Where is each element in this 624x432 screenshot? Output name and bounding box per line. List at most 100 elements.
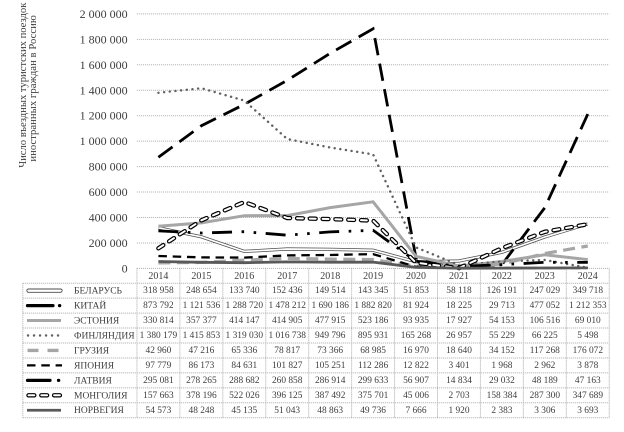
svg-text:1 212 353: 1 212 353 <box>569 301 607 311</box>
svg-text:26 957: 26 957 <box>446 331 472 341</box>
svg-text:69 010: 69 010 <box>575 316 601 326</box>
svg-text:1 121 536: 1 121 536 <box>183 301 221 311</box>
svg-text:357 377: 357 377 <box>186 316 217 326</box>
svg-text:ЯПОНИЯ: ЯПОНИЯ <box>74 361 115 371</box>
svg-text:149 514: 149 514 <box>315 286 346 296</box>
svg-text:7 666: 7 666 <box>405 406 426 416</box>
svg-text:ЭСТОНИЯ: ЭСТОНИЯ <box>74 317 120 327</box>
svg-text:1 016 738: 1 016 738 <box>268 331 306 341</box>
svg-text:МОНГОЛИЯ: МОНГОЛИЯ <box>74 391 128 401</box>
svg-text:14 834: 14 834 <box>446 376 472 386</box>
svg-text:117 268: 117 268 <box>530 346 560 356</box>
svg-text:86 173: 86 173 <box>189 361 215 371</box>
svg-text:288 682: 288 682 <box>229 376 260 386</box>
svg-text:54 153: 54 153 <box>489 316 515 326</box>
svg-text:68 985: 68 985 <box>360 346 386 356</box>
svg-text:иностранных граждан в Россию: иностранных граждан в Россию <box>28 15 39 162</box>
svg-text:2019: 2019 <box>363 271 383 282</box>
svg-text:47 216: 47 216 <box>189 346 215 356</box>
svg-text:ЛАТВИЯ: ЛАТВИЯ <box>74 376 112 386</box>
svg-text:12 822: 12 822 <box>403 361 429 371</box>
svg-text:165 268: 165 268 <box>401 331 432 341</box>
svg-text:1 400 000: 1 400 000 <box>80 83 128 97</box>
svg-text:349 718: 349 718 <box>573 286 604 296</box>
svg-text:396 125: 396 125 <box>272 391 303 401</box>
svg-text:2 383: 2 383 <box>491 406 512 416</box>
svg-text:17 927: 17 927 <box>446 316 472 326</box>
svg-text:1 882 820: 1 882 820 <box>354 301 392 311</box>
svg-text:1 200 000: 1 200 000 <box>80 109 128 123</box>
svg-text:105 251: 105 251 <box>315 361 346 371</box>
svg-text:873 792: 873 792 <box>143 301 174 311</box>
svg-text:278 265: 278 265 <box>186 376 217 386</box>
svg-text:1 800 000: 1 800 000 <box>80 32 128 46</box>
svg-text:1 415 853: 1 415 853 <box>183 331 221 341</box>
svg-text:Число въездных туристских поез: Число въездных туристских поездок <box>18 2 29 168</box>
svg-text:45 135: 45 135 <box>231 406 257 416</box>
svg-text:949 796: 949 796 <box>315 331 346 341</box>
svg-text:523 186: 523 186 <box>358 316 389 326</box>
svg-text:45 006: 45 006 <box>403 391 429 401</box>
svg-text:2016: 2016 <box>234 271 254 282</box>
svg-text:2018: 2018 <box>320 271 340 282</box>
svg-text:347 689: 347 689 <box>573 391 604 401</box>
svg-text:330 814: 330 814 <box>143 316 174 326</box>
svg-text:477 915: 477 915 <box>315 316 346 326</box>
svg-text:29 713: 29 713 <box>489 301 515 311</box>
svg-text:2 703: 2 703 <box>448 391 469 401</box>
svg-text:1 920: 1 920 <box>448 406 469 416</box>
svg-text:143 345: 143 345 <box>358 286 389 296</box>
svg-text:5 498: 5 498 <box>577 331 598 341</box>
svg-text:3 306: 3 306 <box>534 406 555 416</box>
svg-text:55 229: 55 229 <box>489 331 515 341</box>
svg-text:414 147: 414 147 <box>229 316 260 326</box>
svg-text:18 640: 18 640 <box>446 346 472 356</box>
svg-text:66 225: 66 225 <box>532 331 558 341</box>
svg-text:54 573: 54 573 <box>146 406 172 416</box>
svg-text:1 968: 1 968 <box>491 361 512 371</box>
svg-text:2021: 2021 <box>449 271 469 282</box>
svg-text:2024: 2024 <box>578 271 598 282</box>
svg-text:1 478 212: 1 478 212 <box>268 301 306 311</box>
svg-text:42 960: 42 960 <box>146 346 172 356</box>
svg-text:НОРВЕГИЯ: НОРВЕГИЯ <box>74 406 124 416</box>
svg-text:3 693: 3 693 <box>577 406 598 416</box>
svg-text:400 000: 400 000 <box>89 211 128 225</box>
svg-text:112 286: 112 286 <box>358 361 388 371</box>
svg-text:1 288 720: 1 288 720 <box>226 301 264 311</box>
svg-text:97 779: 97 779 <box>146 361 172 371</box>
svg-text:29 032: 29 032 <box>489 376 515 386</box>
svg-text:522 026: 522 026 <box>229 391 260 401</box>
svg-text:299 633: 299 633 <box>358 376 389 386</box>
svg-text:1 319 030: 1 319 030 <box>226 331 264 341</box>
svg-text:51 043: 51 043 <box>274 406 300 416</box>
svg-text:2017: 2017 <box>277 271 297 282</box>
svg-text:16 970: 16 970 <box>403 346 429 356</box>
svg-text:295 081: 295 081 <box>143 376 174 386</box>
svg-text:2023: 2023 <box>535 271 555 282</box>
svg-text:378 196: 378 196 <box>186 391 217 401</box>
svg-text:58 118: 58 118 <box>446 286 472 296</box>
svg-text:1 600 000: 1 600 000 <box>80 58 128 72</box>
svg-text:78 817: 78 817 <box>274 346 300 356</box>
svg-text:3 401: 3 401 <box>448 361 469 371</box>
svg-text:1 000 000: 1 000 000 <box>80 134 128 148</box>
svg-text:18 225: 18 225 <box>446 301 472 311</box>
svg-text:2 962: 2 962 <box>534 361 555 371</box>
svg-text:2 000 000: 2 000 000 <box>80 7 128 21</box>
svg-text:286 914: 286 914 <box>315 376 346 386</box>
svg-text:318 958: 318 958 <box>143 286 174 296</box>
svg-text:1 690 186: 1 690 186 <box>311 301 349 311</box>
svg-text:287 300: 287 300 <box>530 391 561 401</box>
svg-text:800 000: 800 000 <box>89 160 128 174</box>
svg-text:387 492: 387 492 <box>315 391 346 401</box>
svg-text:48 189: 48 189 <box>532 376 558 386</box>
svg-text:375 701: 375 701 <box>358 391 389 401</box>
svg-text:65 336: 65 336 <box>231 346 257 356</box>
svg-text:176 072: 176 072 <box>573 346 604 356</box>
svg-text:2015: 2015 <box>191 271 211 282</box>
svg-text:260 858: 260 858 <box>272 376 303 386</box>
svg-text:133 740: 133 740 <box>229 286 260 296</box>
svg-text:93 935: 93 935 <box>403 316 429 326</box>
svg-text:414 905: 414 905 <box>272 316 303 326</box>
